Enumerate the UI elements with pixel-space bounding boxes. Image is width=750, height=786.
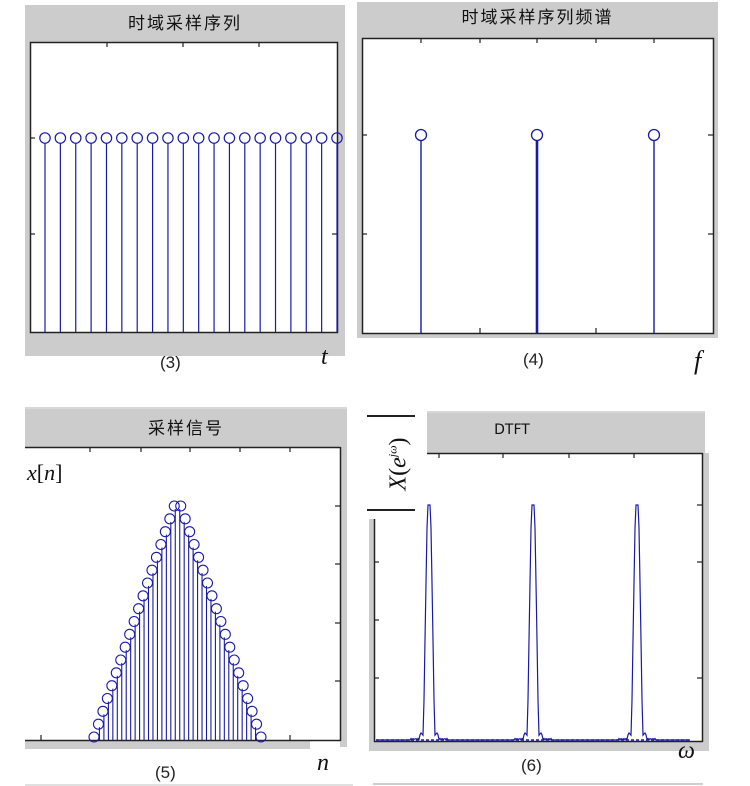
figure-3-axes <box>29 41 343 334</box>
figure-4-axis-label: f <box>694 346 702 375</box>
figure-3-axis-label: t <box>321 344 328 370</box>
figure-6-caption: (6) <box>521 756 542 775</box>
figure-4-title: 时域采样序列频谱 <box>461 8 614 28</box>
figure-6-left-bar <box>369 519 374 751</box>
figure-6-title-bar <box>427 413 705 453</box>
figure-5-bottom-rule <box>25 784 353 786</box>
figure-6-bottom-rule <box>373 783 703 785</box>
figure-3-caption: (3) <box>160 353 181 372</box>
figure-6-y-label: X(ejω) <box>367 411 416 511</box>
figure-5-axis-label: n <box>317 750 329 776</box>
figure-6-bottom-bar <box>369 742 709 751</box>
figure-6-axis-label: ω <box>678 738 695 764</box>
figure-5-title: 采样信号 <box>148 419 224 439</box>
figure-6-top-rule <box>427 411 705 413</box>
figure-4-caption: (4) <box>523 350 544 369</box>
figure-5-y-label: x[n] <box>27 460 63 485</box>
figure-5-right-bar <box>340 447 347 747</box>
figure-5-top-rule <box>25 407 347 409</box>
figure-4-axes <box>361 37 715 335</box>
figure-5-caption: (5) <box>155 763 176 782</box>
figure-5-bottom-bar <box>25 741 310 749</box>
figure-6-title: DTFT <box>494 422 530 438</box>
figure-6-right-bar <box>702 453 709 751</box>
figure-3-title: 时域采样序列 <box>128 14 242 34</box>
figure-5-axes <box>25 446 342 743</box>
figure-5-title-bar <box>25 409 347 447</box>
